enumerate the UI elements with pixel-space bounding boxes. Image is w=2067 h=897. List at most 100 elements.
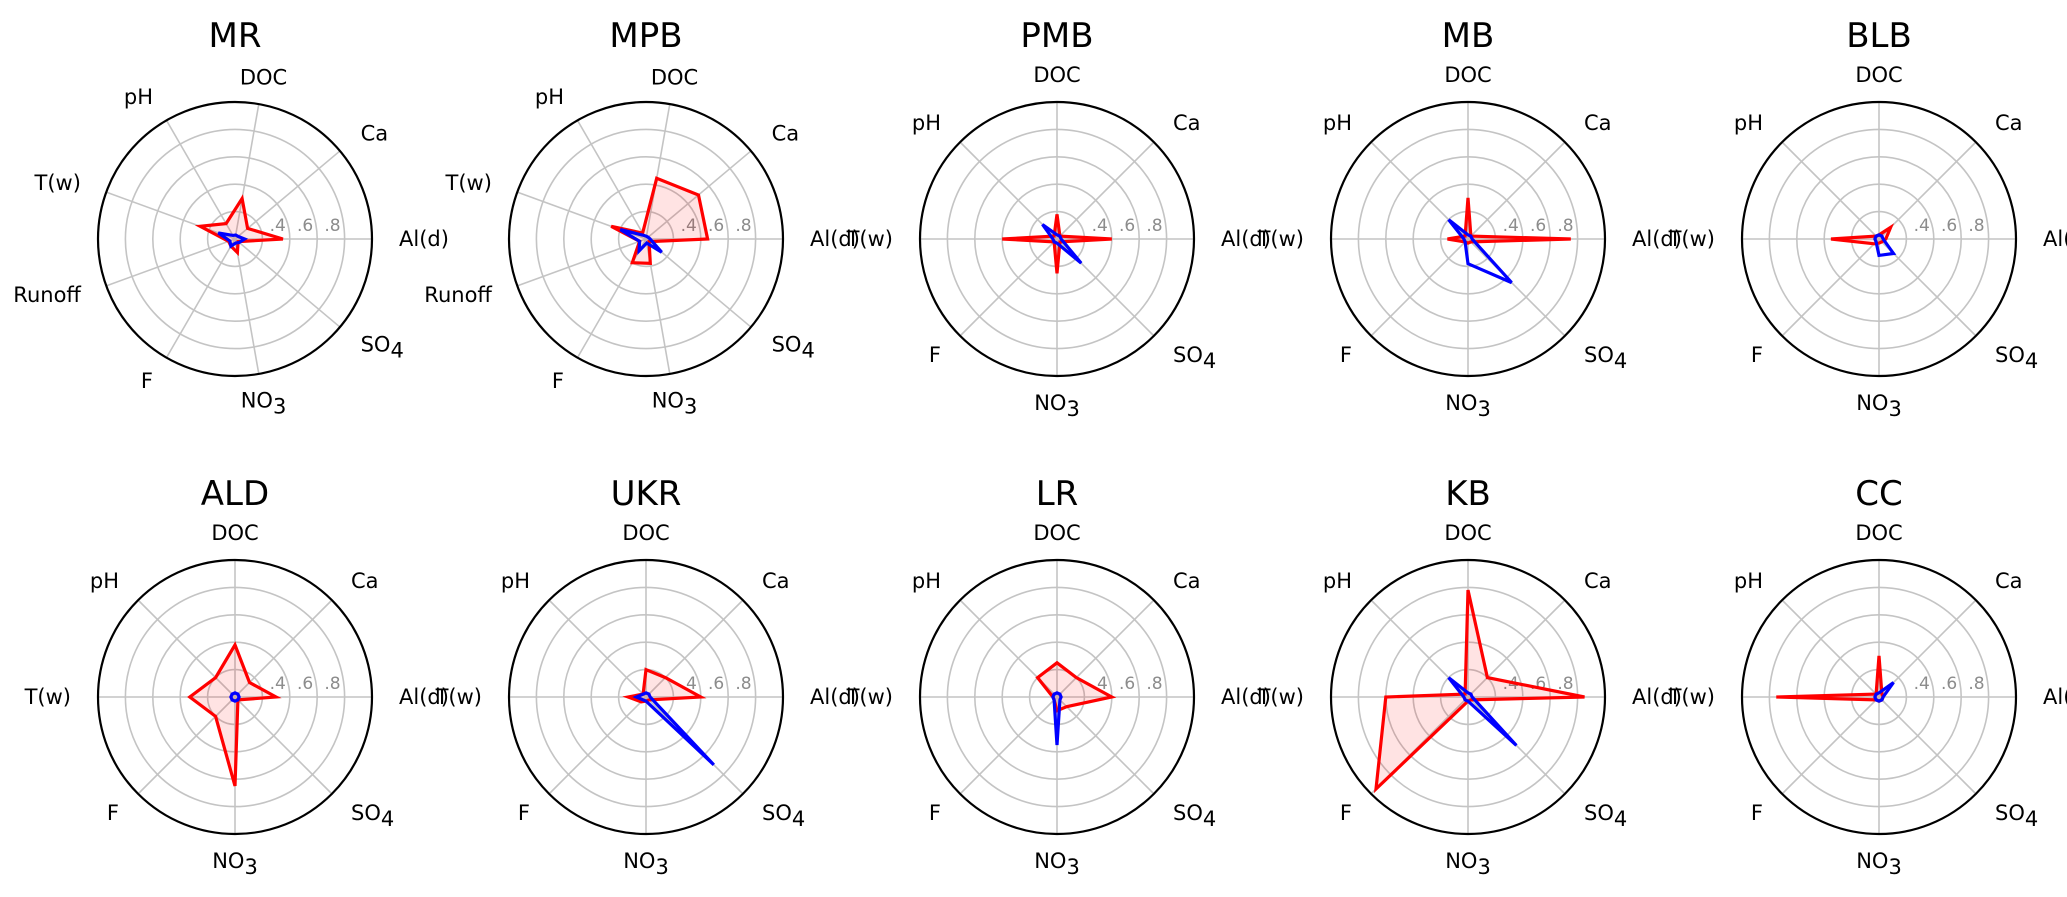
axis-label-al-d: Al(d) bbox=[1632, 685, 1682, 709]
series-2-polygon-pmb bbox=[1041, 223, 1083, 265]
radial-tick-label: .6 bbox=[297, 674, 313, 694]
axis-label-t-w: T(w) bbox=[34, 171, 81, 195]
radial-tick-label: .4 bbox=[1914, 674, 1930, 694]
axis-label-ca: Ca bbox=[1584, 111, 1612, 135]
axis-label-doc: DOC bbox=[211, 521, 258, 545]
axis-label-ph: pH bbox=[1323, 111, 1352, 135]
radial-tick-label: .8 bbox=[735, 216, 751, 236]
axis-label-f: F bbox=[1751, 801, 1763, 825]
axis-label-ca: Ca bbox=[762, 569, 790, 593]
radial-tick-label: .6 bbox=[1941, 216, 1957, 236]
axis-label-f: F bbox=[929, 801, 941, 825]
radar-panel-blb: .4 .6 .8 Al(d) Ca DOC pH T(w) F NO3 SO4 BLB bbox=[1668, 16, 2067, 421]
axis-label-so4: SO4 bbox=[772, 332, 815, 362]
radial-tick-label: .6 bbox=[1530, 216, 1546, 236]
axis-label-no3: NO3 bbox=[1856, 391, 1902, 421]
axis-label-al-d: Al(d) bbox=[2043, 685, 2067, 709]
spoke-line bbox=[1056, 696, 1155, 795]
spoke-line bbox=[959, 696, 1058, 795]
series-2-polygon-lr bbox=[1051, 691, 1063, 746]
spoke-line bbox=[959, 141, 1058, 240]
radial-tick-label: .8 bbox=[1968, 674, 1984, 694]
axis-label-f: F bbox=[1340, 801, 1352, 825]
axis-label-doc: DOC bbox=[1444, 521, 1491, 545]
panel-title-kb: KB bbox=[1445, 474, 1491, 514]
axis-label-so4: SO4 bbox=[1173, 801, 1216, 831]
radar-panel-ald: .4 .6 .8 Al(d) Ca DOC pH T(w) F NO3 SO4 ALD bbox=[24, 474, 449, 879]
spoke-line bbox=[1781, 238, 1880, 337]
axis-label-al-d: Al(d) bbox=[1221, 685, 1271, 709]
radial-tick-label: .4 bbox=[1092, 216, 1108, 236]
axis-label-t-w: T(w) bbox=[1668, 685, 1715, 709]
series-2-polygon-kb bbox=[1447, 676, 1518, 747]
radial-tick-label: .6 bbox=[1941, 674, 1957, 694]
radar-panel-mb: .4 .6 .8 Al(d) Ca DOC pH T(w) F NO3 SO4 MB bbox=[1257, 16, 1682, 421]
spoke-line bbox=[1781, 599, 1880, 698]
spoke-line bbox=[137, 599, 236, 698]
axis-label-al-d: Al(d) bbox=[1221, 227, 1271, 251]
polar-frame bbox=[507, 100, 785, 378]
radial-tick-label: .8 bbox=[1146, 216, 1162, 236]
axis-label-so4: SO4 bbox=[762, 801, 805, 831]
spoke-line bbox=[105, 191, 236, 240]
series-1-polygon-kb bbox=[1373, 589, 1585, 794]
axis-label-f: F bbox=[141, 369, 153, 393]
spoke-line bbox=[548, 599, 647, 698]
axis-label-ca: Ca bbox=[361, 122, 389, 146]
axis-label-doc: DOC bbox=[651, 66, 698, 90]
polar-frame bbox=[918, 558, 1196, 836]
spoke-line bbox=[1878, 599, 1977, 698]
series-1-polygon-mr bbox=[194, 194, 284, 257]
spoke-line bbox=[234, 238, 341, 328]
radial-tick-label: .8 bbox=[1557, 674, 1573, 694]
axis-label-ca: Ca bbox=[772, 122, 800, 146]
axis-label-so4: SO4 bbox=[1584, 343, 1627, 373]
axis-label-no3: NO3 bbox=[1856, 849, 1902, 879]
polar-frame bbox=[1329, 100, 1607, 378]
axis-label-f: F bbox=[552, 369, 564, 393]
axis-label-doc: DOC bbox=[622, 521, 669, 545]
axis-label-f: F bbox=[107, 801, 119, 825]
radial-tick-label: .4 bbox=[270, 216, 286, 236]
axis-label-so4: SO4 bbox=[361, 332, 404, 362]
series-1-polygon-ald bbox=[187, 641, 282, 787]
axis-label-ph: pH bbox=[912, 569, 941, 593]
radial-tick-label: .6 bbox=[1119, 674, 1135, 694]
panel-title-pmb: PMB bbox=[1020, 16, 1093, 56]
spoke-line bbox=[1878, 238, 1977, 337]
axis-label-doc: DOC bbox=[1033, 521, 1080, 545]
radial-tick-label: .4 bbox=[681, 216, 697, 236]
axis-label-al-d: Al(d) bbox=[810, 227, 860, 251]
spoke-line bbox=[234, 103, 260, 240]
spoke-line bbox=[645, 599, 744, 698]
series-2-polygon-ukr bbox=[632, 691, 715, 766]
axis-label-doc: DOC bbox=[1855, 521, 1902, 545]
polar-frame bbox=[96, 100, 374, 378]
radial-tick-label: .4 bbox=[270, 674, 286, 694]
axis-label-no3: NO3 bbox=[1445, 849, 1491, 879]
spoke-line bbox=[137, 696, 236, 795]
spoke-line bbox=[165, 119, 236, 240]
spoke-line bbox=[165, 238, 236, 359]
axis-label-doc: DOC bbox=[1855, 63, 1902, 87]
axis-label-no3: NO3 bbox=[1034, 391, 1080, 421]
axis-label-doc: DOC bbox=[1444, 63, 1491, 87]
axis-label-t-w: T(w) bbox=[1668, 227, 1715, 251]
radar-panel-cc: .4 .6 .8 Al(d) Ca DOC pH T(w) F NO3 SO4 CC bbox=[1668, 474, 2067, 879]
series-2-polygon-blb bbox=[1873, 233, 1897, 258]
axis-label-runoff: Runoff bbox=[424, 283, 492, 307]
axis-label-ca: Ca bbox=[1995, 111, 2023, 135]
spoke-line bbox=[234, 238, 260, 375]
spoke-line bbox=[576, 119, 647, 240]
axis-label-t-w: T(w) bbox=[846, 227, 893, 251]
axis-label-so4: SO4 bbox=[351, 801, 394, 831]
axis-label-ph: pH bbox=[1323, 569, 1352, 593]
spoke-line bbox=[1781, 141, 1880, 240]
axis-label-al-d: Al(d) bbox=[399, 227, 449, 251]
axis-label-doc: DOC bbox=[1033, 63, 1080, 87]
spoke-line bbox=[1878, 696, 1977, 795]
radial-tick-label: .8 bbox=[1968, 216, 1984, 236]
spoke-line bbox=[1878, 141, 1977, 240]
axis-label-ca: Ca bbox=[1173, 569, 1201, 593]
